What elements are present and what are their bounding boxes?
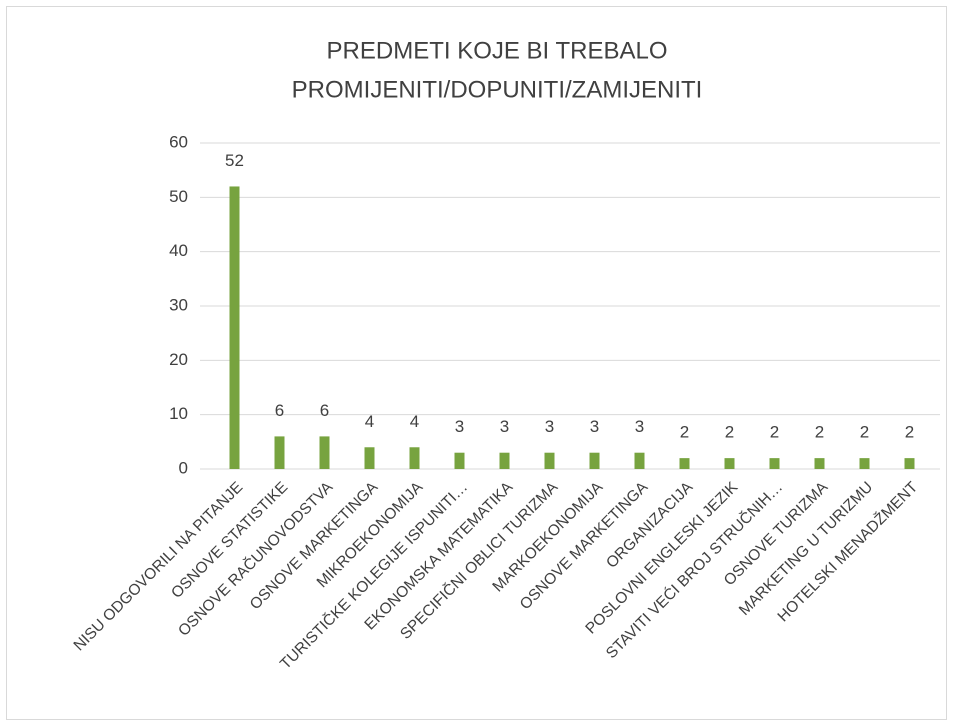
- value-label: 2: [680, 423, 689, 442]
- bar: [634, 452, 645, 469]
- chart-border: [6, 6, 947, 720]
- value-label: 52: [225, 151, 244, 170]
- y-tick-label: 0: [179, 458, 188, 477]
- bar: [409, 447, 420, 469]
- chart-title: PREDMETI KOJE BI TREBALO: [327, 37, 668, 64]
- bar: [769, 458, 780, 469]
- value-label: 2: [815, 423, 824, 442]
- value-label: 3: [545, 417, 554, 436]
- y-tick-label: 60: [169, 132, 188, 151]
- y-tick-label: 40: [169, 241, 188, 260]
- value-label: 3: [500, 417, 509, 436]
- value-label: 2: [725, 423, 734, 442]
- value-label: 4: [410, 412, 419, 431]
- value-label: 2: [860, 423, 869, 442]
- bar: [499, 452, 510, 469]
- y-tick-label: 10: [169, 404, 188, 423]
- bar: [364, 447, 375, 469]
- bar: [904, 458, 915, 469]
- bar: [229, 186, 240, 469]
- bar: [274, 436, 285, 469]
- bar: [454, 452, 465, 469]
- y-tick-label: 20: [169, 350, 188, 369]
- value-label: 2: [770, 423, 779, 442]
- value-label: 3: [455, 417, 464, 436]
- value-label: 6: [275, 401, 284, 420]
- value-label: 2: [905, 423, 914, 442]
- bar: [859, 458, 870, 469]
- value-label: 6: [320, 401, 329, 420]
- y-tick-label: 50: [169, 187, 188, 206]
- bar: [544, 452, 555, 469]
- chart-title: PROMIJENITI/DOPUNITI/ZAMIJENITI: [292, 76, 703, 103]
- y-tick-label: 30: [169, 295, 188, 314]
- value-label: 4: [365, 412, 374, 431]
- bar: [679, 458, 690, 469]
- bar: [814, 458, 825, 469]
- value-label: 3: [590, 417, 599, 436]
- bar: [319, 436, 330, 469]
- bar: [589, 452, 600, 469]
- bar: [724, 458, 735, 469]
- value-label: 3: [635, 417, 644, 436]
